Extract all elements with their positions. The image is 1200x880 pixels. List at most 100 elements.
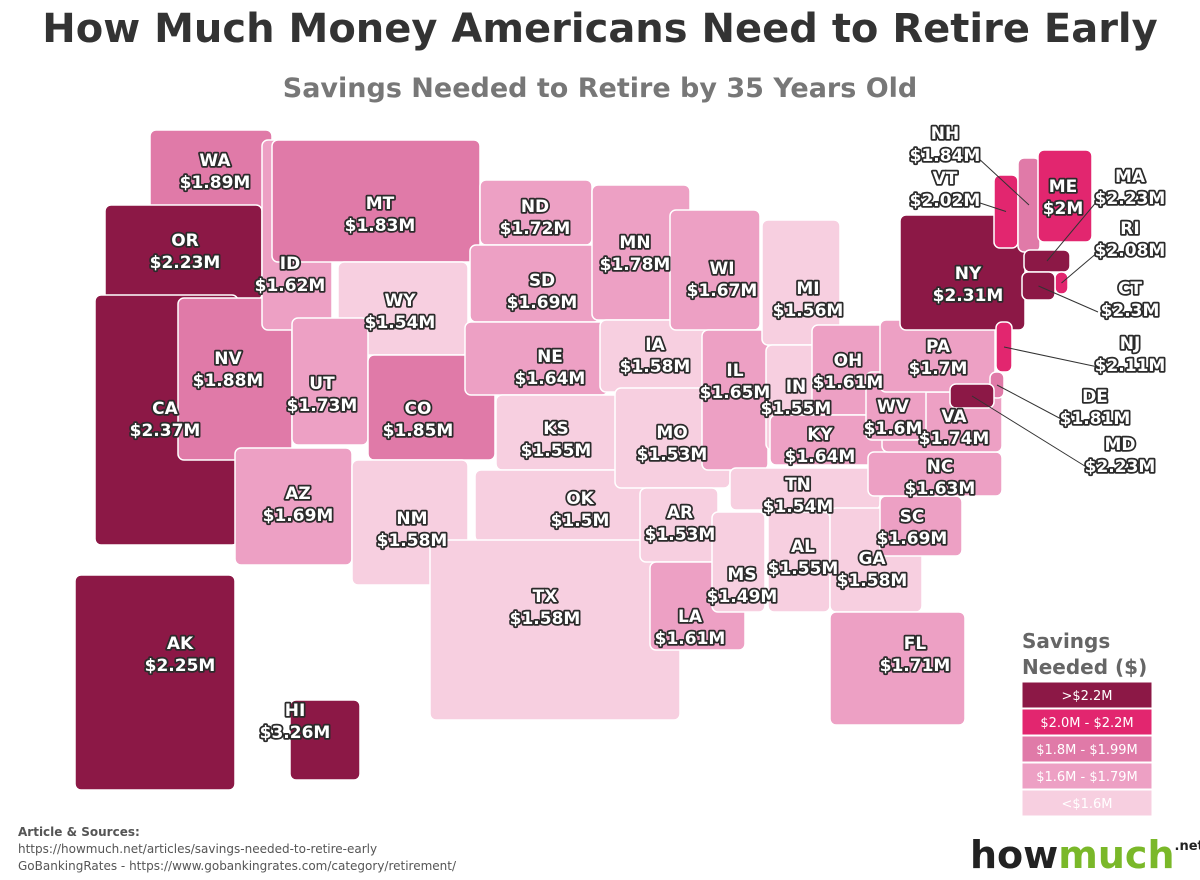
state-abbr: CT <box>1118 279 1142 299</box>
state-value: $2.08M <box>1095 241 1166 261</box>
state-abbr: ME <box>1049 177 1078 197</box>
legend-label: <$1.6M <box>1061 797 1112 812</box>
state-value: $1.58M <box>510 609 581 629</box>
state-shape <box>829 611 966 726</box>
state-abbr: VT <box>933 169 958 189</box>
state-abbr: AK <box>167 634 194 654</box>
state-abbr: LA <box>678 607 703 627</box>
state-value: $3.26M <box>260 723 331 743</box>
state-abbr: MN <box>619 233 650 253</box>
logo-part: much <box>1058 833 1174 877</box>
state-value: $2.23M <box>150 253 221 273</box>
labels-layer: WA$1.89MOR$2.23MCA$2.37MNV$1.88MID$1.62M… <box>128 122 1167 745</box>
leader-line <box>971 395 1089 469</box>
state-value: $1.55M <box>761 399 832 419</box>
state-shape <box>599 319 711 393</box>
state-abbr: NM <box>396 509 427 529</box>
state-abbr: WY <box>384 291 416 311</box>
state-value: $2.37M <box>130 421 201 441</box>
states-layer <box>74 129 1093 791</box>
state-value: $1.53M <box>637 445 708 465</box>
legend-label: $1.8M - $1.99M <box>1036 743 1138 758</box>
state-abbr: FL <box>904 634 927 654</box>
state-value: $2.31M <box>933 286 1004 306</box>
state-abbr: GA <box>858 549 886 569</box>
state-abbr: WA <box>199 151 231 171</box>
state-value: $1.64M <box>785 447 856 467</box>
legend-swatch <box>1021 789 1153 817</box>
leader-line <box>1046 199 1099 262</box>
state-abbr: NY <box>955 264 982 284</box>
legend-title: Needed ($) <box>1022 655 1147 679</box>
state-abbr: OK <box>566 489 594 509</box>
state-abbr: AL <box>791 537 815 557</box>
state-abbr: OR <box>171 231 199 251</box>
state-value: $1.83M <box>345 216 416 236</box>
source-line: GoBankingRates - https://www.gobankingra… <box>18 859 457 873</box>
state-value: $1.78M <box>600 255 671 275</box>
legend-swatch <box>1021 681 1153 709</box>
legend-label: >$2.2M <box>1061 689 1112 704</box>
state-abbr: MT <box>366 194 395 214</box>
state-value: $1.63M <box>905 479 976 499</box>
title: How Much Money Americans Need to Retire … <box>42 6 1157 52</box>
state-value: $2.23M <box>1095 189 1166 209</box>
state-abbr: OH <box>834 351 863 371</box>
state-value: $1.88M <box>193 371 264 391</box>
state-value: $2.11M <box>1095 356 1166 376</box>
state-abbr: SD <box>529 271 555 291</box>
source-line: https://howmuch.net/articles/savings-nee… <box>18 842 377 856</box>
state-shape <box>289 699 361 781</box>
state-abbr: NJ <box>1120 334 1141 354</box>
sources-title: Article & Sources: <box>18 825 140 839</box>
state-abbr: MA <box>1115 167 1146 187</box>
state-abbr: CO <box>405 399 432 419</box>
state-value: $2.25M <box>145 656 216 676</box>
leader-line <box>976 201 1007 212</box>
state-abbr: TX <box>533 587 558 607</box>
leader-line <box>1061 251 1099 284</box>
state-value: $1.65M <box>700 383 771 403</box>
state-value: $1.84M <box>910 146 981 166</box>
state-value: $1.64M <box>515 369 586 389</box>
state-abbr: DE <box>1082 387 1108 407</box>
state-value: $1.71M <box>880 656 951 676</box>
state-abbr: MO <box>656 423 687 443</box>
state-value: $1.85M <box>383 421 454 441</box>
state-abbr: UT <box>309 374 335 394</box>
state-abbr: WI <box>709 259 734 279</box>
state-value: $1.61M <box>655 629 726 649</box>
state-abbr: IA <box>645 335 665 355</box>
state-abbr: NC <box>927 457 954 477</box>
state-abbr: ND <box>521 197 549 217</box>
state-abbr: SC <box>900 507 925 527</box>
state-value: $2.02M <box>910 191 981 211</box>
state-value: $1.69M <box>263 506 334 526</box>
state-abbr: CA <box>152 399 178 419</box>
state-abbr: KS <box>543 419 568 439</box>
state-value: $1.53M <box>645 525 716 545</box>
legend-swatch <box>1021 735 1153 763</box>
state-abbr: ID <box>280 254 300 274</box>
legend-swatch <box>1021 762 1153 790</box>
state-shape <box>149 129 273 213</box>
state-value: $1.69M <box>877 529 948 549</box>
state-value: $1.72M <box>500 219 571 239</box>
state-value: $1.55M <box>768 559 839 579</box>
state-value: $2M <box>1043 199 1084 219</box>
leader-line <box>1003 346 1099 368</box>
state-abbr: HI <box>285 701 306 721</box>
leader-line <box>996 384 1064 421</box>
state-shape <box>429 539 681 721</box>
state-value: $1.6M <box>864 419 923 439</box>
state-shape <box>1037 149 1093 243</box>
state-value: $1.62M <box>255 276 326 296</box>
state-abbr: AR <box>667 503 693 523</box>
state-value: $1.61M <box>813 373 884 393</box>
state-abbr: MD <box>1104 435 1135 455</box>
leader-line <box>1038 285 1099 313</box>
state-value: $1.56M <box>773 301 844 321</box>
subtitle: Savings Needed to Retire by 35 Years Old <box>283 73 918 104</box>
